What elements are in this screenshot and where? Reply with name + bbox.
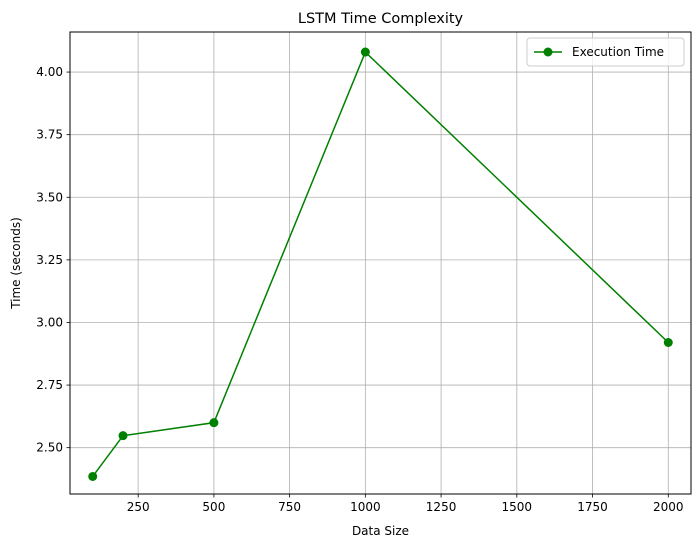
x-tick-label: 750 [278,500,301,514]
legend-box [526,37,685,67]
y-tick-label: 2.75 [36,378,63,392]
data-point [209,418,219,428]
grid [70,32,691,494]
y-tick-label: 4.00 [36,65,63,79]
data-point [118,431,128,441]
x-axis: 250 500 750 1000 1250 1500 1750 2000 [127,494,684,514]
legend-label-execution-time: Execution Time [572,45,664,59]
y-axis-label: Time (seconds) [9,217,23,310]
x-axis-label: Data Size [352,524,409,538]
y-tick-label: 3.75 [36,128,63,142]
y-tick-label: 2.50 [36,441,63,455]
series-layer [88,47,673,481]
legend-marker-sample [543,47,553,57]
legend: Execution Time [526,37,685,67]
x-tick-label: 1500 [502,500,533,514]
x-tick-label: 250 [127,500,150,514]
chart-title: LSTM Time Complexity [298,11,464,27]
y-tick-label: 3.00 [36,315,63,329]
x-tick-label: 1750 [577,500,608,514]
y-axis: 2.50 2.75 3.00 3.25 3.50 3.75 4.00 [36,65,70,455]
x-tick-label: 2000 [653,500,684,514]
data-point [663,338,673,348]
x-tick-label: 1250 [426,500,457,514]
x-tick-label: 1000 [350,500,381,514]
x-tick-label: 500 [202,500,225,514]
plot-area-frame [69,31,692,495]
data-point [360,47,370,57]
data-point [88,471,98,481]
y-tick-label: 3.50 [36,190,63,204]
y-tick-label: 3.25 [36,253,63,267]
